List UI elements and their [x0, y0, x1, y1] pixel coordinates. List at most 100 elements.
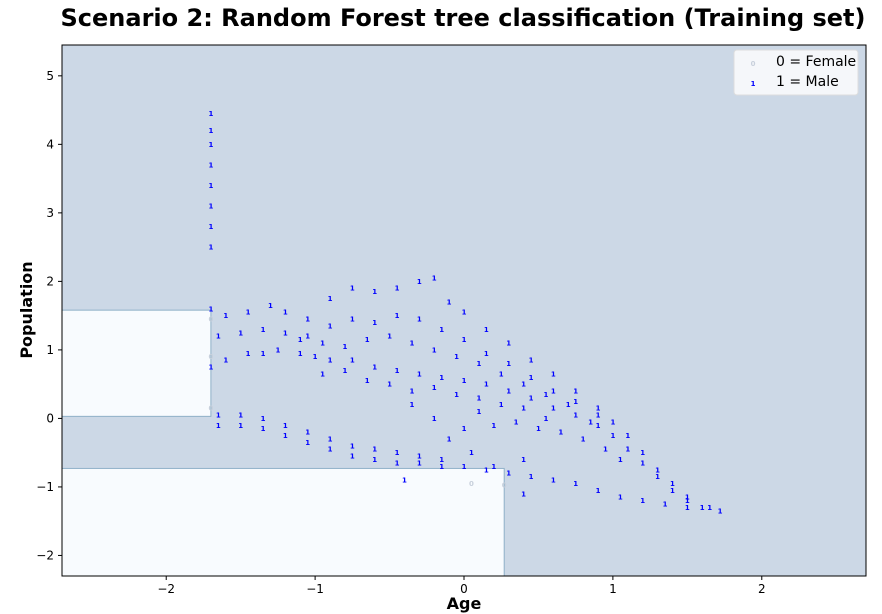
point-male: 1 — [223, 312, 228, 320]
point-male: 1 — [372, 456, 377, 464]
point-male: 1 — [521, 456, 526, 464]
point-male: 1 — [372, 446, 377, 454]
x-tick-label: −2 — [157, 582, 175, 596]
decision-regions — [61, 309, 505, 577]
point-male: 1 — [395, 449, 400, 457]
point-male: 1 — [439, 456, 444, 464]
y-tick-label: −2 — [36, 548, 54, 562]
point-male: 1 — [320, 340, 325, 348]
point-male: 1 — [439, 374, 444, 382]
point-male: 1 — [208, 127, 213, 135]
female-decision-region — [61, 467, 505, 577]
point-male: 1 — [462, 336, 467, 344]
point-male: 1 — [432, 415, 437, 423]
y-tick-label: 1 — [46, 343, 54, 357]
point-male: 1 — [350, 285, 355, 293]
point-male: 1 — [246, 350, 251, 358]
point-male: 1 — [543, 391, 548, 399]
point-male: 1 — [208, 364, 213, 372]
point-male: 1 — [365, 336, 370, 344]
point-male: 1 — [208, 223, 213, 231]
point-female: 0 — [208, 405, 213, 413]
chart-title: Scenario 2: Random Forest tree classific… — [61, 4, 866, 32]
point-male: 1 — [328, 357, 333, 365]
point-male: 1 — [216, 422, 221, 430]
point-male: 1 — [275, 346, 280, 354]
legend-label-female: 0 = Female — [776, 54, 856, 70]
point-male: 1 — [328, 322, 333, 330]
point-male: 1 — [596, 411, 601, 419]
point-male: 1 — [305, 333, 310, 341]
point-male: 1 — [342, 367, 347, 375]
point-male: 1 — [700, 504, 705, 512]
legend-marker-male: 1 — [751, 80, 756, 88]
point-male: 1 — [551, 388, 556, 396]
point-male: 1 — [529, 394, 534, 402]
point-male: 1 — [640, 449, 645, 457]
point-male: 1 — [208, 110, 213, 118]
x-tick-label: −1 — [306, 582, 324, 596]
point-male: 1 — [454, 353, 459, 361]
point-female: 0 — [469, 480, 474, 488]
point-female: 0 — [208, 353, 213, 361]
point-male: 1 — [506, 340, 511, 348]
point-male: 1 — [409, 401, 414, 409]
point-male: 1 — [372, 288, 377, 296]
point-male: 1 — [521, 381, 526, 389]
point-male: 1 — [558, 429, 563, 437]
point-male: 1 — [625, 432, 630, 440]
point-male: 1 — [462, 463, 467, 471]
point-male: 1 — [618, 456, 623, 464]
point-male: 1 — [432, 274, 437, 282]
point-male: 1 — [610, 432, 615, 440]
point-male: 1 — [320, 370, 325, 378]
point-male: 1 — [298, 350, 303, 358]
point-male: 1 — [573, 398, 578, 406]
point-male: 1 — [536, 425, 541, 433]
point-male: 1 — [283, 422, 288, 430]
point-male: 1 — [462, 377, 467, 385]
point-male: 1 — [521, 490, 526, 498]
point-male: 1 — [655, 466, 660, 474]
point-male: 1 — [432, 346, 437, 354]
point-male: 1 — [596, 422, 601, 430]
point-male: 1 — [261, 425, 266, 433]
point-male: 1 — [283, 309, 288, 317]
point-male: 1 — [328, 446, 333, 454]
point-male: 1 — [208, 203, 213, 211]
point-male: 1 — [543, 415, 548, 423]
point-male: 1 — [313, 353, 318, 361]
point-male: 1 — [261, 415, 266, 423]
point-male: 1 — [454, 391, 459, 399]
point-male: 1 — [718, 507, 723, 515]
x-tick-label: 2 — [758, 582, 766, 596]
point-male: 1 — [506, 360, 511, 368]
point-male: 1 — [395, 459, 400, 467]
point-male: 1 — [573, 388, 578, 396]
point-male: 1 — [625, 446, 630, 454]
point-male: 1 — [573, 480, 578, 488]
point-male: 1 — [506, 388, 511, 396]
y-axis: −2 −1 0 1 2 3 4 5 — [36, 69, 62, 562]
y-tick-label: 0 — [46, 411, 54, 425]
point-male: 1 — [216, 411, 221, 419]
point-male: 1 — [707, 504, 712, 512]
point-male: 1 — [268, 302, 273, 310]
point-male: 1 — [417, 316, 422, 324]
point-male: 1 — [395, 367, 400, 375]
point-male: 1 — [640, 497, 645, 505]
point-male: 1 — [409, 340, 414, 348]
point-male: 1 — [491, 422, 496, 430]
point-male: 1 — [208, 141, 213, 149]
y-tick-label: 2 — [46, 274, 54, 288]
point-female: 0 — [208, 316, 213, 324]
point-male: 1 — [663, 501, 668, 509]
point-male: 1 — [283, 432, 288, 440]
legend-label-male: 1 = Male — [776, 74, 839, 90]
point-male: 1 — [551, 370, 556, 378]
point-male: 1 — [238, 422, 243, 430]
point-male: 1 — [238, 329, 243, 337]
point-male: 1 — [223, 357, 228, 365]
legend-box — [733, 49, 859, 96]
